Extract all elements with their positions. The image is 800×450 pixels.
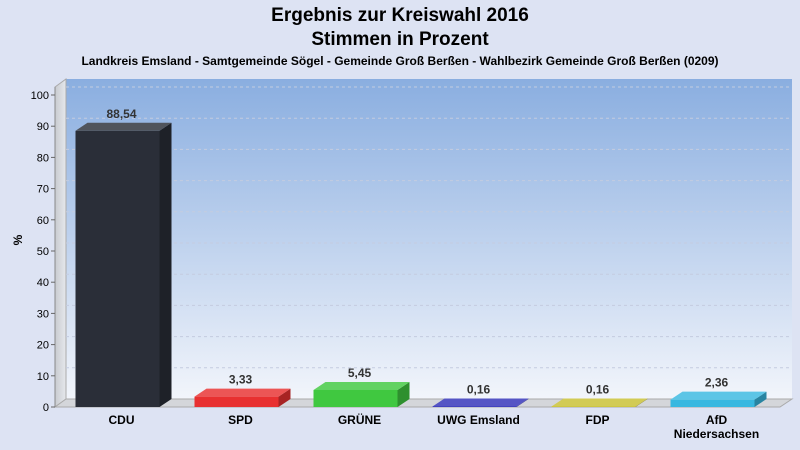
y-tick-label: 80 [37, 152, 49, 164]
data-label: 2,36 [705, 376, 729, 390]
bar-side [397, 381, 410, 407]
bars: 88,54 3,33 5,45 0,16 0,16 2,36 [75, 107, 767, 408]
chart-title: Ergebnis zur Kreiswahl 2016 Stimmen in P… [0, 4, 800, 52]
bar-side [635, 398, 648, 407]
y-tick-label: 0 [43, 402, 49, 414]
plot-back-wall [66, 79, 792, 399]
chart-subtitle: Landkreis Emsland - Samtgemeinde Sögel -… [81, 54, 719, 68]
data-label: 88,54 [106, 107, 136, 121]
bar-top [551, 398, 648, 407]
y-tick-label: 20 [37, 340, 49, 352]
bar-side [278, 388, 291, 407]
bar-side [754, 391, 767, 407]
y-tick-label: 60 [37, 215, 49, 227]
bar-front [75, 130, 160, 408]
chart-title-line2: Stimmen in Prozent [311, 29, 489, 50]
bar-0 [75, 122, 172, 408]
y-tick-label: 50 [37, 246, 49, 258]
category-label: FDP [586, 413, 610, 427]
y-tick-label: 40 [37, 277, 49, 289]
bar-2 [313, 381, 410, 407]
y-axis-label: % [11, 234, 25, 245]
bar-top [670, 391, 767, 400]
bar-side [516, 398, 529, 407]
data-label: 3,33 [229, 373, 253, 387]
y-tick-label: 10 [37, 371, 49, 383]
bar-4 [551, 398, 648, 408]
y-tick-label: 30 [37, 308, 49, 320]
bar-3 [432, 398, 529, 408]
bar-1 [194, 388, 291, 407]
bar-top [194, 388, 291, 397]
y-tick-label: 100 [31, 90, 49, 102]
bar-top [432, 398, 529, 407]
bar-front [551, 406, 636, 408]
plot-side-wall [54, 78, 67, 408]
data-label: 0,16 [586, 383, 610, 397]
bar-top [75, 122, 172, 131]
bar-5 [670, 391, 767, 407]
bar-top [313, 381, 410, 390]
y-axis: 0 10 20 30 40 50 60 70 80 90 100 [31, 87, 56, 414]
category-label: AfD [706, 413, 728, 427]
data-label: 5,45 [348, 366, 372, 380]
chart-title-line1: Ergebnis zur Kreiswahl 2016 [271, 5, 529, 26]
bar-front [670, 399, 755, 407]
y-tick-label: 70 [37, 184, 49, 196]
bar-side [159, 122, 172, 408]
data-label: 0,16 [467, 383, 491, 397]
bar-front [194, 396, 279, 407]
bar-front [432, 406, 517, 408]
bar-front [313, 389, 398, 407]
x-axis: CDU SPD GRÜNE UWG Emsland FDP AfDNiedersachse… [109, 412, 760, 441]
grid-lines [66, 86, 792, 369]
category-label: GRÜNE [338, 412, 381, 427]
category-label: CDU [109, 413, 135, 427]
category-label: Niedersachsen [674, 427, 759, 441]
y-tick-label: 90 [37, 121, 49, 133]
category-label: UWG Emsland [437, 413, 520, 427]
category-label: SPD [228, 413, 253, 427]
